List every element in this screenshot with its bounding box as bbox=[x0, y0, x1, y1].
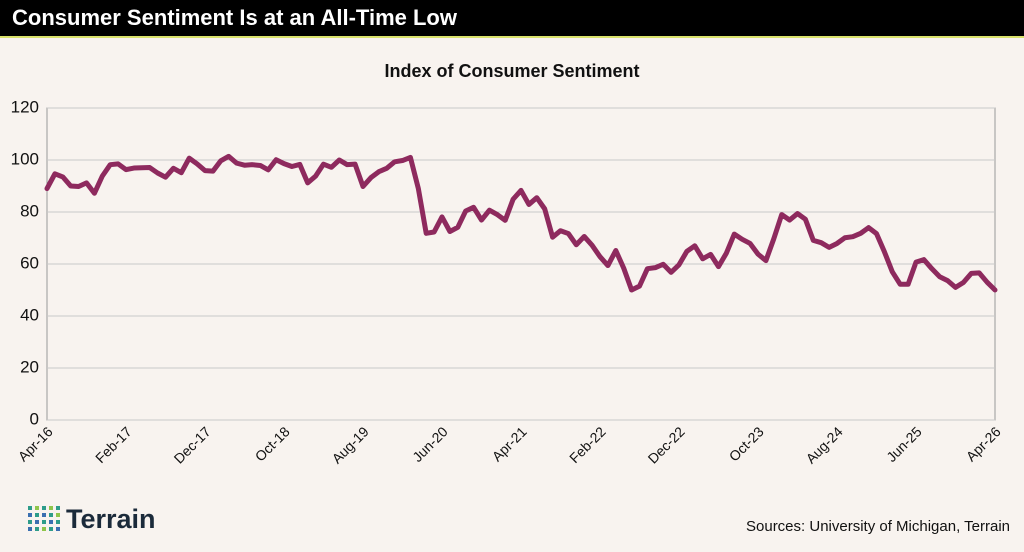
x-tick-label: Oct-18 bbox=[252, 423, 293, 464]
x-tick-label: Feb-22 bbox=[566, 423, 609, 466]
logo-icon bbox=[28, 506, 60, 531]
y-tick-label: 20 bbox=[20, 357, 39, 376]
header-bar bbox=[0, 0, 1024, 36]
line bbox=[44, 153, 998, 293]
y-tick-label: 0 bbox=[30, 409, 39, 428]
plot-area: 0 20 40 60 80 100 120 Apr-16 Feb-17 Dec-17 Oct-18 A… bbox=[11, 97, 1004, 466]
logo-text: Terrain bbox=[66, 504, 156, 534]
x-tick-label: Jun-25 bbox=[883, 423, 925, 465]
x-tick-label: Apr-21 bbox=[489, 423, 530, 464]
y-tick-label: 40 bbox=[20, 305, 39, 324]
header-rule bbox=[0, 36, 1024, 38]
page-title: Consumer Sentiment Is at an All-Time Low bbox=[12, 5, 458, 30]
y-tick-label: 100 bbox=[11, 149, 39, 168]
x-tick-label: Dec-17 bbox=[171, 423, 214, 466]
x-tick-label: Aug-19 bbox=[328, 423, 371, 466]
x-tick-label: Oct-23 bbox=[726, 423, 767, 464]
y-tick-label: 60 bbox=[20, 253, 39, 272]
y-tick-label: 120 bbox=[11, 97, 39, 116]
chart-title: Index of Consumer Sentiment bbox=[384, 61, 639, 81]
x-tick-label: Aug-24 bbox=[802, 423, 845, 466]
x-tick-label: Apr-26 bbox=[963, 423, 1004, 464]
x-tick-label: Feb-17 bbox=[92, 423, 135, 466]
x-tick-label: Dec-22 bbox=[645, 423, 688, 466]
sources: Sources: University of Michigan, Terrain bbox=[746, 518, 1010, 535]
y-tick-label: 80 bbox=[20, 201, 39, 220]
x-tick-label: Jun-20 bbox=[409, 423, 451, 465]
x-tick-label: Apr-16 bbox=[15, 423, 56, 464]
